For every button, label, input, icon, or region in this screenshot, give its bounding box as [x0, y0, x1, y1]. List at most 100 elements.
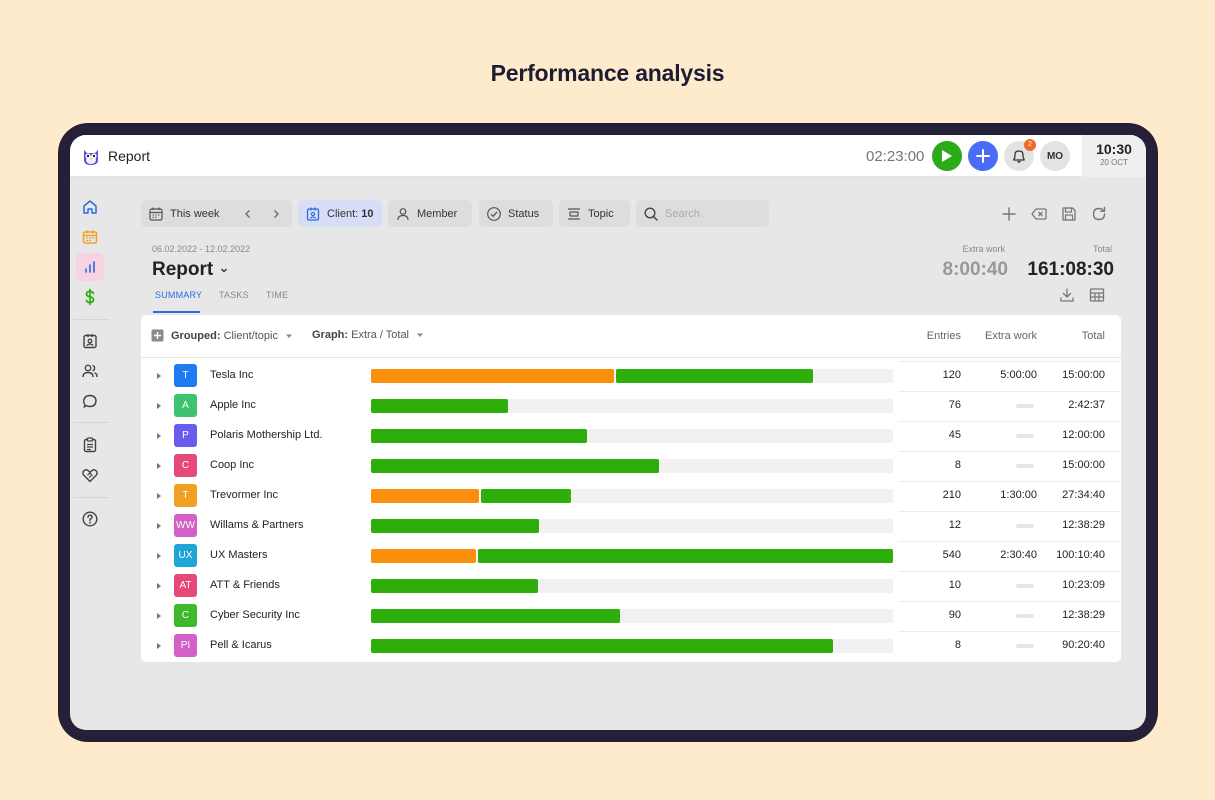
member-filter-label: Member	[417, 207, 458, 220]
user-avatar-button[interactable]: MO	[1040, 141, 1070, 171]
client-name[interactable]: Cyber Security Inc	[210, 609, 300, 621]
bar-track	[371, 549, 893, 563]
sidebar-item-reports[interactable]	[76, 253, 104, 281]
refresh-icon[interactable]	[1090, 205, 1108, 223]
expand-row-icon[interactable]	[155, 371, 163, 381]
download-icon[interactable]	[1058, 286, 1076, 304]
total-cell: 12:00:00	[1062, 429, 1105, 441]
table-row[interactable]: UX UX Masters 540 2:30:40 100:10:40	[141, 541, 1121, 571]
entries-cell: 10	[948, 579, 961, 591]
number-cells	[898, 451, 1121, 481]
extra-work-cell: 2:30:40	[1000, 549, 1037, 561]
sidebar-item-clients[interactable]	[76, 327, 104, 355]
period-filter[interactable]: This week	[141, 200, 292, 227]
graph-mode-dropdown[interactable]: Graph: Extra / Total	[312, 329, 425, 341]
total-bar	[371, 579, 538, 593]
entries-cell: 12	[948, 519, 961, 531]
column-header-total[interactable]: Total	[1081, 330, 1105, 342]
member-filter[interactable]: Member	[388, 200, 472, 227]
bar-track	[371, 519, 893, 533]
app-title: Report	[108, 148, 151, 164]
total-cell: 15:00:00	[1062, 369, 1105, 381]
sidebar-item-home[interactable]	[76, 193, 104, 221]
client-filter[interactable]: Client: 10	[298, 200, 382, 227]
client-name[interactable]: Willams & Partners	[210, 519, 304, 531]
chevron-down-icon	[221, 268, 228, 273]
report-title-dropdown[interactable]: Report	[152, 259, 229, 281]
expand-row-icon[interactable]	[155, 551, 163, 561]
search-input[interactable]: Search	[636, 200, 769, 227]
sidebar-item-team[interactable]	[76, 357, 104, 385]
entries-cell: 540	[942, 549, 961, 561]
topic-filter-label: Topic	[588, 207, 614, 220]
expand-row-icon[interactable]	[155, 401, 163, 411]
total-bar	[616, 369, 813, 383]
expand-row-icon[interactable]	[155, 641, 163, 651]
plus-icon	[976, 149, 990, 163]
client-name[interactable]: Apple Inc	[210, 399, 256, 411]
table-row[interactable]: C Coop Inc 8 15:00:00	[141, 451, 1121, 481]
number-cells	[898, 361, 1121, 391]
clear-filter-icon[interactable]	[1030, 205, 1048, 223]
search-placeholder: Search	[665, 207, 700, 220]
home-icon	[83, 200, 97, 214]
table-row[interactable]: C Cyber Security Inc 90 12:38:29	[141, 601, 1121, 631]
bar-track	[371, 369, 893, 383]
sidebar-item-calendar[interactable]	[76, 223, 104, 251]
sidebar-item-help[interactable]	[76, 505, 104, 533]
bar-track	[371, 639, 893, 653]
tab-time[interactable]: TIME	[266, 290, 289, 300]
table-row[interactable]: A Apple Inc 76 2:42:37	[141, 391, 1121, 421]
number-cells	[898, 601, 1121, 631]
client-name[interactable]: Tesla Inc	[210, 369, 254, 381]
group-by-dropdown[interactable]: Grouped: Client/topic	[151, 329, 294, 342]
notifications-button[interactable]: 2	[1004, 139, 1036, 171]
total-cell: 100:10:40	[1056, 549, 1105, 561]
client-name[interactable]: ATT & Friends	[210, 579, 280, 591]
chevron-left-icon[interactable]	[242, 208, 254, 220]
table-row[interactable]: T Trevormer Inc 210 1:30:00 27:34:40	[141, 481, 1121, 511]
column-header-extra-work[interactable]: Extra work	[985, 330, 1037, 342]
id-badge-icon	[306, 207, 320, 221]
clock-time: 10:30	[1096, 141, 1132, 157]
expand-row-icon[interactable]	[155, 461, 163, 471]
client-name[interactable]: Polaris Mothership Ltd.	[210, 429, 323, 441]
empty-extra-placeholder	[1016, 524, 1034, 528]
bar-track	[371, 579, 893, 593]
add-entry-button[interactable]	[968, 141, 998, 171]
sidebar-item-billing[interactable]	[76, 283, 104, 311]
caret-down-icon	[285, 334, 292, 338]
topic-filter[interactable]: Topic	[559, 200, 630, 227]
client-name[interactable]: Coop Inc	[210, 459, 255, 471]
client-name[interactable]: Trevormer Inc	[210, 489, 279, 501]
status-filter[interactable]: Status	[479, 200, 553, 227]
client-name[interactable]: UX Masters	[210, 549, 268, 561]
tab-summary[interactable]: SUMMARY	[155, 290, 203, 300]
handshake-heart-icon	[82, 469, 98, 483]
table-view-icon[interactable]	[1088, 286, 1106, 304]
sidebar	[70, 177, 110, 730]
help-icon	[82, 511, 98, 527]
add-icon[interactable]	[1000, 205, 1018, 223]
expand-row-icon[interactable]	[155, 431, 163, 441]
tab-tasks[interactable]: TASKS	[219, 290, 249, 300]
table-row[interactable]: PI Pell & Icarus 8 90:20:40	[141, 631, 1121, 661]
sidebar-item-tasks[interactable]	[76, 431, 104, 459]
table-row[interactable]: WW Willams & Partners 12 12:38:29	[141, 511, 1121, 541]
table-row[interactable]: AT ATT & Friends 10 10:23:09	[141, 571, 1121, 601]
expand-all-icon[interactable]	[151, 329, 164, 342]
expand-row-icon[interactable]	[155, 491, 163, 501]
column-header-entries[interactable]: Entries	[926, 330, 961, 342]
table-row[interactable]: T Tesla Inc 120 5:00:00 15:00:00	[141, 361, 1121, 391]
expand-row-icon[interactable]	[155, 611, 163, 621]
start-timer-button[interactable]	[932, 141, 962, 171]
entries-cell: 45	[948, 429, 961, 441]
save-icon[interactable]	[1060, 205, 1078, 223]
expand-row-icon[interactable]	[155, 581, 163, 591]
expand-row-icon[interactable]	[155, 521, 163, 531]
sidebar-item-messages[interactable]	[76, 387, 104, 415]
table-row[interactable]: P Polaris Mothership Ltd. 45 12:00:00	[141, 421, 1121, 451]
sidebar-item-deals[interactable]	[76, 461, 104, 489]
chevron-right-icon[interactable]	[270, 208, 282, 220]
client-name[interactable]: Pell & Icarus	[210, 639, 272, 651]
